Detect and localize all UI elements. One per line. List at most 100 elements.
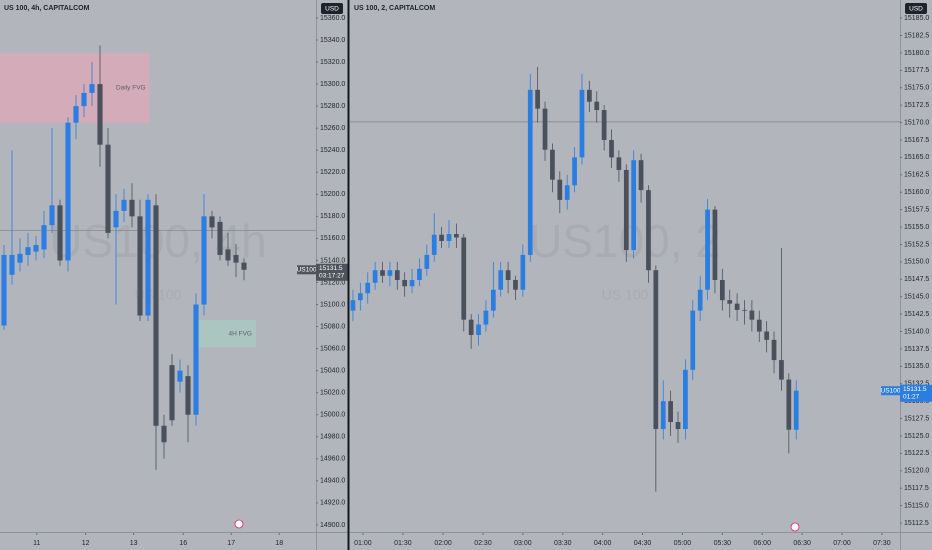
candle-body (350, 300, 356, 311)
chart-title: US 100, 4h, CAPITALCOM (4, 5, 90, 12)
candle-body (586, 89, 592, 102)
candle-body (771, 339, 777, 361)
candle-body (793, 390, 799, 430)
y-tick-label: 15147.5 (904, 276, 929, 283)
candle-body (65, 122, 71, 261)
candle-body (17, 253, 23, 263)
y-tick-label: 15260.0 (320, 125, 345, 132)
candle-body (33, 244, 39, 252)
currency-button[interactable] (321, 3, 343, 14)
symbol-tag (297, 265, 316, 275)
candle-body (490, 289, 496, 311)
candle-body (623, 169, 629, 251)
x-tick-label: 04:00 (594, 540, 612, 547)
candle-body (169, 365, 175, 421)
candle-body (756, 319, 762, 332)
x-tick-label: 07:00 (833, 540, 851, 547)
candle-body (431, 234, 437, 255)
candle-body (153, 205, 159, 426)
candle-body (631, 160, 637, 251)
candle-body (572, 157, 577, 186)
y-tick-label: 14940.0 (320, 478, 345, 485)
candle-body (185, 376, 191, 415)
candle-body (527, 89, 533, 255)
candle-body (402, 279, 408, 287)
y-tick-label: 15100.0 (320, 301, 345, 308)
currency-label: USD (909, 6, 923, 13)
candle-body (25, 247, 31, 255)
price-tag (900, 384, 932, 402)
countdown-label: 01:27 (903, 393, 920, 400)
y-tick-label: 15142.5 (904, 311, 929, 318)
y-tick-label: 15137.5 (904, 346, 929, 353)
candle-body (786, 379, 792, 430)
x-tick-label: 03:30 (554, 540, 572, 547)
x-tick-label: 16 (179, 540, 187, 547)
candle-body (81, 92, 87, 107)
y-tick-label: 15160.0 (904, 189, 929, 196)
candle-body (734, 303, 740, 310)
event-icon[interactable] (790, 522, 800, 532)
candle-body (409, 279, 415, 287)
candle-body (719, 279, 725, 301)
candle-body (505, 270, 511, 280)
y-tick-label: 15360.0 (320, 15, 345, 22)
candle-body (609, 139, 614, 158)
candle-body (705, 209, 710, 290)
candle-body (557, 179, 563, 200)
watermark-sub: US 100 (602, 287, 649, 303)
y-tick-label: 15155.0 (904, 224, 929, 231)
candle-body (742, 309, 747, 311)
x-tick-label: 06:00 (753, 540, 771, 547)
y-tick-label: 15080.0 (320, 323, 345, 330)
x-tick-label: 06:30 (793, 540, 811, 547)
candle-body (461, 237, 467, 320)
x-tick-label: 01:00 (354, 540, 372, 547)
candle-body (49, 205, 55, 226)
y-tick-label: 15152.5 (904, 241, 929, 248)
event-icon[interactable] (234, 519, 244, 529)
candle-body (145, 199, 151, 316)
symbol-label: US100 (881, 387, 901, 394)
currency-label: USD (325, 6, 339, 13)
y-tick-label: 15117.5 (904, 485, 929, 492)
x-tick-label: 05:00 (674, 540, 692, 547)
symbol-label: US100 (297, 267, 317, 274)
candle-body (137, 216, 143, 316)
candle-body (241, 262, 247, 270)
candle-body (579, 89, 585, 158)
countdown-label: 03:17:27 (319, 273, 345, 280)
candle-body (594, 101, 600, 111)
x-tick-label: 11 (33, 540, 40, 547)
candle-body (113, 210, 119, 228)
panel-separator (347, 0, 350, 550)
candle-body (129, 199, 135, 217)
y-tick-label: 15150.0 (904, 259, 929, 266)
candle-body (97, 84, 103, 145)
candle-body (380, 270, 385, 276)
candle-body (387, 270, 393, 276)
x-tick-label: 07:30 (873, 540, 891, 547)
candle-body (357, 293, 363, 301)
y-tick-label: 15000.0 (320, 412, 345, 419)
y-tick-label: 15120.0 (320, 279, 345, 286)
x-tick-label: 02:30 (474, 540, 492, 547)
candle-body (616, 157, 622, 170)
fvg-label: 4H FVG (229, 330, 252, 337)
y-tick-label: 15200.0 (320, 191, 345, 198)
y-tick-label: 15020.0 (320, 390, 345, 397)
y-tick-label: 15132.5 (904, 381, 929, 388)
y-tick-label: 15300.0 (320, 81, 345, 88)
candle-body (439, 234, 444, 241)
candle-body (9, 254, 15, 275)
candle-body (520, 254, 526, 290)
fvg-zone[interactable] (196, 319, 256, 348)
y-tick-label: 15122.5 (904, 450, 929, 457)
y-tick-label: 15167.5 (904, 137, 929, 144)
candle-body (201, 216, 207, 305)
candle-body (727, 300, 733, 304)
currency-button[interactable] (905, 3, 927, 14)
candle-body (225, 249, 231, 261)
